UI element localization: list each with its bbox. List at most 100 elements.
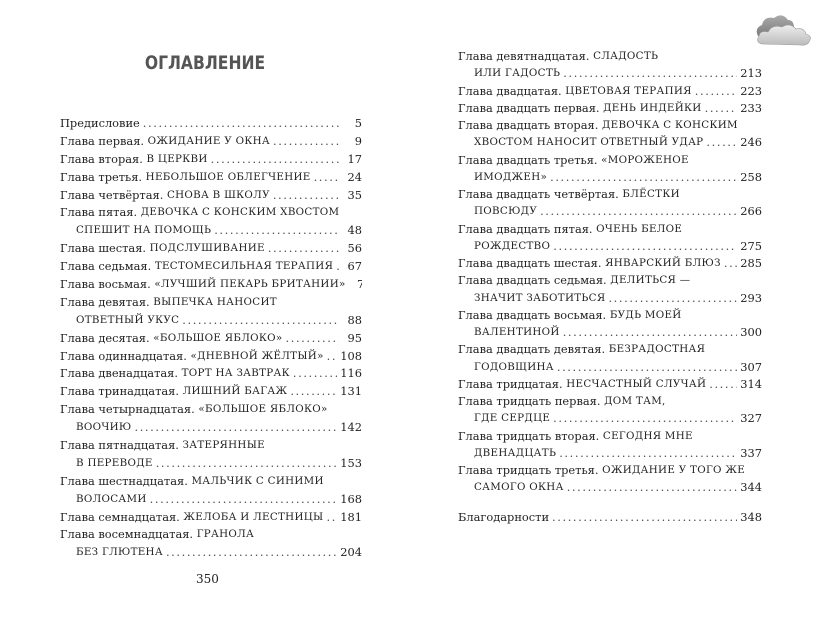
dot-leader: [695, 83, 737, 100]
toc-entry[interactable]: Глава девятнадцатая. СЛАДОСТЬ ИЛИ ГАДОСТЬ…: [458, 48, 762, 83]
toc-entry[interactable]: Глава двадцать первая. ДЕНЬ ИНДЕЙКИ 233: [458, 100, 762, 117]
toc-line-continuation: БЕЗ ГЛЮТЕНА 204: [60, 544, 362, 562]
spacer: [458, 497, 762, 509]
toc-entry[interactable]: Глава девятая. ВЫПЕЧКА НАНОСИТ ОТВЕТНЫЙ У…: [60, 294, 362, 330]
entry-page: 204: [340, 545, 362, 560]
toc-entry[interactable]: Глава тридцать первая. ДОМ ТАМ, ГДЕ СЕРДЦ…: [458, 393, 762, 428]
entry-title: ТОРТ НА ЗАВТРАК: [181, 367, 290, 380]
entry-title-continuation: ИЛИ ГАДОСТЬ: [474, 67, 561, 80]
toc-line: Глава восьмая. «ЛУЧШИЙ ПЕКАРЬ БРИТАНИИ» 7…: [60, 276, 362, 294]
toc-entry[interactable]: Глава тридцать вторая. СЕГОДНЯ МНЕ ДВЕНАД…: [458, 428, 762, 463]
entry-page: 258: [740, 169, 762, 184]
toc-entry[interactable]: Глава двадцать шестая. ЯНВАРСКИЙ БЛЮЗ 285: [458, 255, 762, 272]
entry-title: ДЕНЬ ИНДЕЙКИ: [603, 101, 702, 114]
toc-line: Глава семнадцатая. ЖЕЛОБА И ЛЕСТНИЦЫ 181: [60, 509, 362, 527]
toc-entry[interactable]: Глава первая. ОЖИДАНИЕ У ОКНА 9: [60, 133, 362, 151]
entry-prefix: Глава пятая.: [60, 205, 138, 220]
entry-page: 78: [357, 277, 362, 292]
entry-title: БЕЗРАДОСТНАЯ: [608, 343, 706, 356]
toc-line: Глава девятая. ВЫПЕЧКА НАНОСИТ: [60, 294, 362, 312]
entry-prefix: Глава тридцать первая.: [458, 394, 601, 408]
dot-leader: [214, 222, 339, 240]
toc-entry[interactable]: Глава тридцать третья. ОЖИДАНИЕ У ТОГО Ж…: [458, 462, 762, 497]
entry-prefix: Глава двадцать четвёртая.: [458, 187, 619, 201]
toc-entry[interactable]: Глава четырнадцатая. «БОЛЬШОЕ ЯБЛОКО» ВОО…: [60, 401, 362, 437]
toc-line: Глава шестнадцатая. МАЛЬЧИК С СИНИМИ: [60, 473, 362, 491]
entry-prefix: Глава восемнадцатая.: [60, 527, 194, 542]
entry-title-continuation: ЗНАЧИТ ЗАБОТИТЬСЯ: [474, 291, 606, 304]
dot-leader: [540, 203, 737, 220]
entry-title-continuation: В ПЕРЕВОДЕ: [76, 456, 153, 469]
entry-page: 233: [740, 100, 762, 115]
toc-entry[interactable]: Глава третья. НЕБОЛЬШОЕ ОБЛЕГЧЕНИЕ 24: [60, 169, 362, 187]
entry-title: В ЦЕРКВИ: [146, 152, 208, 165]
dot-leader: [290, 383, 337, 401]
entry-title: ДЕВОЧКА С КОНСКИМ: [601, 119, 738, 131]
dot-leader: [273, 133, 339, 151]
toc-entry[interactable]: Глава двадцать восьмая. БУДЬ МОЕЙ ВАЛЕНТИ…: [458, 307, 762, 342]
entry-page: 95: [347, 330, 363, 345]
toc-entry[interactable]: Глава шестнадцатая. МАЛЬЧИК С СИНИМИ ВОЛО…: [60, 473, 362, 509]
toc-line: Глава двадцать седьмая. ДЕЛИТЬСЯ —: [458, 272, 762, 289]
toc-line-continuation: ВОЛОСАМИ 168: [60, 491, 362, 509]
toc-entry[interactable]: Глава двадцать четвёртая. БЛЁСТКИ ПОВСЮДУ…: [458, 186, 762, 221]
entry-title: «МОРОЖЕНОЕ: [601, 153, 689, 166]
toc-entry[interactable]: Предисловие 5: [60, 115, 362, 133]
dot-leader: [706, 134, 737, 151]
dot-leader: [550, 169, 737, 186]
entry-prefix: Глава четвёртая.: [60, 187, 164, 202]
entry-title: ТЕСТОМЕСИЛЬНАЯ ТЕРАПИЯ: [154, 260, 334, 273]
toc-entry[interactable]: Глава восемнадцатая. ГРАНОЛА БЕЗ ГЛЮТЕНА 2…: [60, 526, 362, 562]
toc-line: Глава тридцатая. НЕСЧАСТНЫЙ СЛУЧАЙ 314: [458, 376, 762, 393]
entry-page: 293: [740, 290, 762, 305]
entry-title: СНОВА В ШКОЛУ: [166, 188, 270, 201]
entry-title: СЛАДОСТЬ: [593, 50, 659, 62]
toc-entry[interactable]: Глава вторая. В ЦЕРКВИ 17: [60, 151, 362, 169]
dot-leader: [268, 240, 339, 258]
dot-leader: [293, 365, 337, 383]
toc-line: Предисловие 5: [60, 115, 362, 133]
toc-entry[interactable]: Глава двадцать вторая. ДЕВОЧКА С КОНСКИМ…: [458, 117, 762, 152]
entry-page: 300: [740, 325, 762, 339]
toc-entry[interactable]: Глава тридцатая. НЕСЧАСТНЫЙ СЛУЧАЙ 314: [458, 376, 762, 393]
toc-entry[interactable]: Глава четвёртая. СНОВА В ШКОЛУ 35: [60, 187, 362, 205]
entry-prefix: Глава седьмая.: [60, 259, 152, 274]
toc-entry[interactable]: Глава двадцать седьмая. ДЕЛИТЬСЯ — ЗНАЧИТ…: [458, 272, 762, 307]
entry-page: 168: [340, 491, 362, 506]
toc-line: Глава двадцать вторая. ДЕВОЧКА С КОНСКИМ: [458, 117, 762, 134]
entry-prefix: Глава тридцать вторая.: [458, 428, 600, 443]
toc-entry[interactable]: Глава пятая. ДЕВОЧКА С КОНСКИМ ХВОСТОМ СП…: [60, 204, 362, 240]
toc-entry[interactable]: Глава двадцать пятая. ОЧЕНЬ БЕЛОЕ РОЖДЕСТ…: [458, 221, 762, 256]
toc-entry[interactable]: Глава двенадцатая. ТОРТ НА ЗАВТРАК 116: [60, 365, 362, 383]
toc-line-continuation: ГДЕ СЕРДЦЕ 327: [458, 410, 762, 427]
toc-entry-acknowledgements[interactable]: Благодарности 348: [458, 509, 762, 526]
toc-entry[interactable]: Глава двадцатая. ЦВЕТОВАЯ ТЕРАПИЯ 223: [458, 83, 762, 100]
toc-entry[interactable]: Глава восьмая. «ЛУЧШИЙ ПЕКАРЬ БРИТАНИИ» 7…: [60, 276, 362, 294]
toc-line-continuation: СПЕШИТ НА ПОМОЩЬ 48: [60, 222, 362, 240]
entry-title: ГРАНОЛА: [196, 528, 255, 541]
entry-page: 246: [740, 135, 762, 150]
entry-prefix: Глава шестнадцатая.: [60, 473, 188, 488]
entry-page: 56: [347, 241, 363, 256]
entry-page: 153: [340, 455, 362, 470]
toc-entry[interactable]: Глава двадцать третья. «МОРОЖЕНОЕ ИМОДЖЕН…: [458, 152, 762, 187]
toc-line: Глава первая. ОЖИДАНИЕ У ОКНА 9: [60, 133, 362, 151]
toc-entry[interactable]: Глава шестая. ПОДСЛУШИВАНИЕ 56: [60, 240, 362, 258]
entry-title-continuation: БЕЗ ГЛЮТЕНА: [76, 546, 163, 559]
dot-leader: [563, 324, 738, 341]
entry-prefix: Глава одиннадцатая.: [60, 348, 187, 363]
toc-entry[interactable]: Глава семнадцатая. ЖЕЛОБА И ЛЕСТНИЦЫ 181: [60, 509, 362, 527]
dot-leader: [273, 187, 339, 205]
toc-entry[interactable]: Глава седьмая. ТЕСТОМЕСИЛЬНАЯ ТЕРАПИЯ 67: [60, 258, 362, 276]
entry-title: ЯНВАРСКИЙ БЛЮЗ: [605, 257, 721, 269]
entry-title: ОЖИДАНИЕ У ОКНА: [147, 134, 270, 147]
toc-entry[interactable]: Глава тринадцатая. ЛИШНИЙ БАГАЖ 131: [60, 383, 362, 401]
dot-leader: [314, 169, 339, 187]
toc-entry[interactable]: Глава одиннадцатая. «ДНЕВНОЙ ЖЁЛТЫЙ» 108: [60, 348, 362, 366]
toc-entry[interactable]: Глава двадцать девятая. БЕЗРАДОСТНАЯ ГОДО…: [458, 341, 762, 376]
toc-line: Глава пятнадцатая. ЗАТЕРЯННЫЕ: [60, 437, 362, 455]
toc-entry[interactable]: Глава десятая. «БОЛЬШОЕ ЯБЛОКО» 95: [60, 330, 362, 348]
entry-prefix: Глава семнадцатая.: [60, 509, 180, 524]
entry-title: НЕБОЛЬШОЕ ОБЛЕГЧЕНИЕ: [145, 170, 311, 183]
